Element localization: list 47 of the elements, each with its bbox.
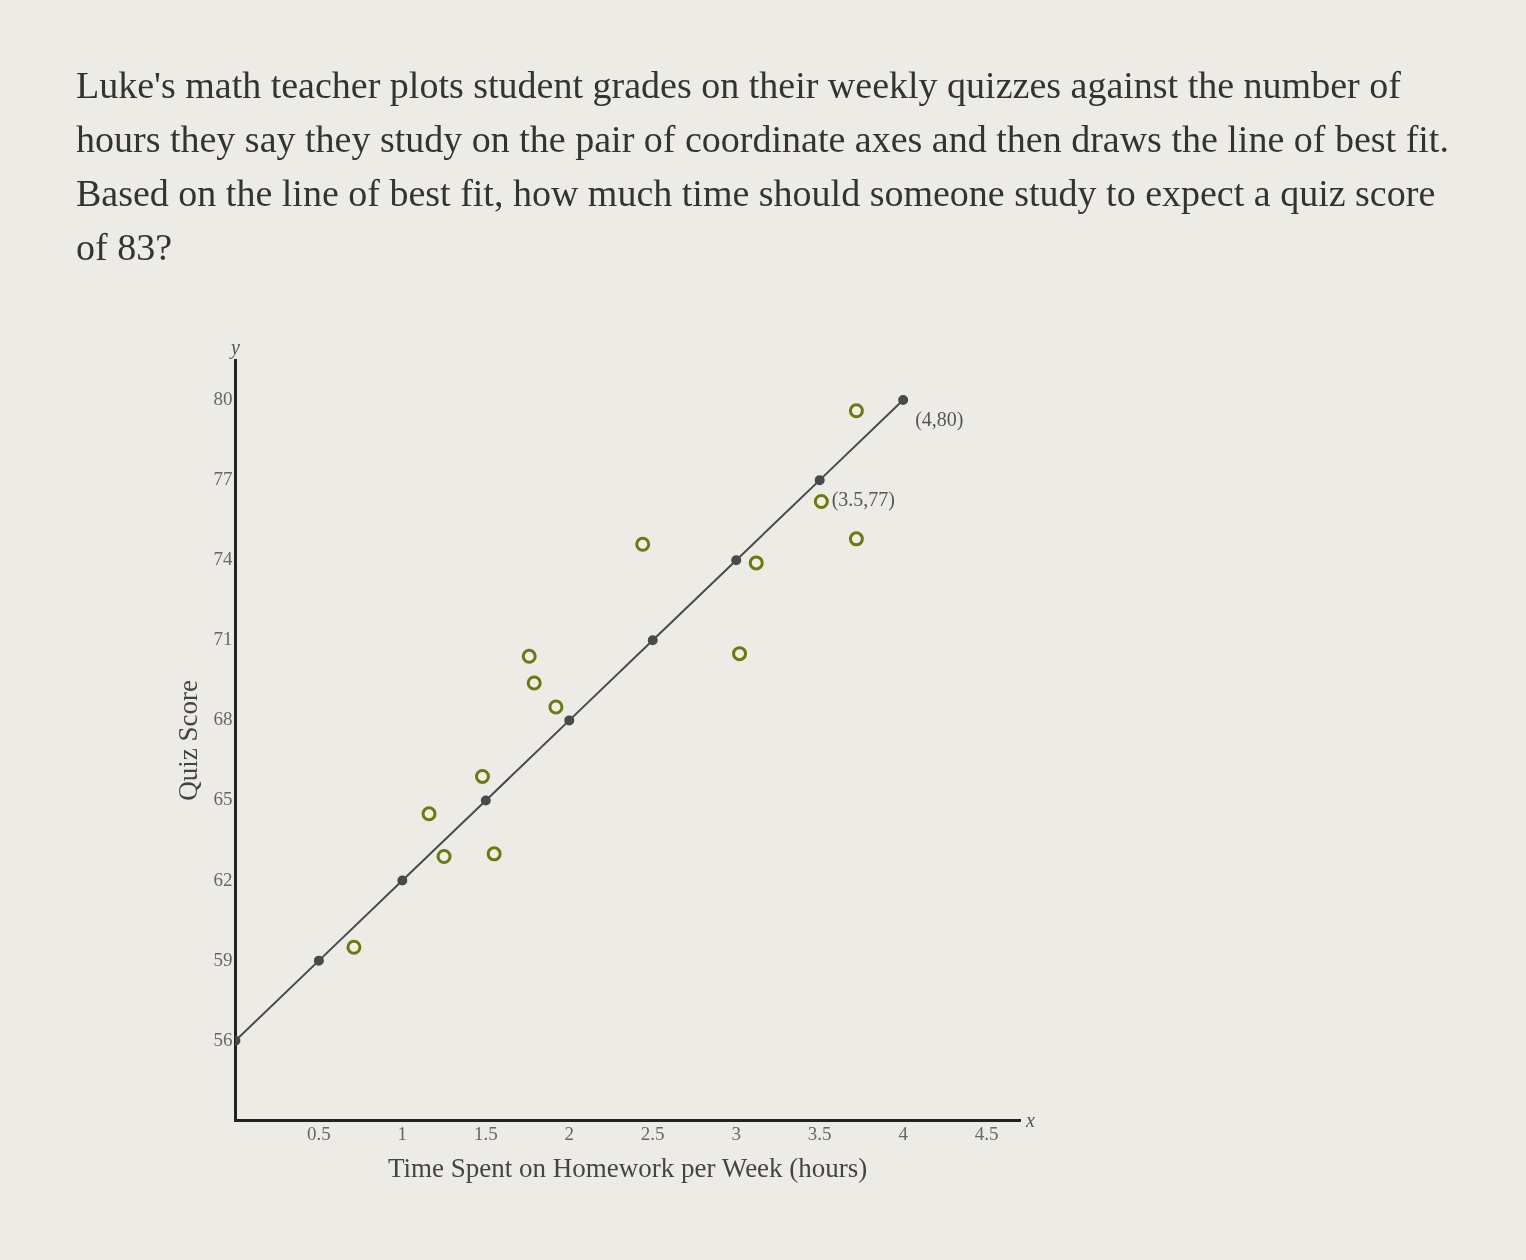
x-tick-label: 3.5: [807, 1123, 832, 1145]
text: x: [1025, 1108, 1035, 1131]
x-tick-label: 4.5: [974, 1123, 999, 1145]
point: [635, 536, 651, 552]
point: [486, 846, 502, 862]
y-tick-label: 65: [213, 788, 233, 810]
point: [548, 699, 564, 715]
annotation: (4,80): [915, 408, 964, 432]
point: [848, 531, 864, 547]
x-axis-title: Time Spent on Homework per Week (hours): [388, 1152, 868, 1183]
point: [521, 648, 537, 664]
point: [732, 646, 748, 662]
annotation: (3.5,77): [831, 488, 895, 512]
point: [848, 403, 864, 419]
y-tick-label: 68: [213, 708, 233, 730]
x-tick-label: 1: [397, 1123, 408, 1145]
point: [397, 875, 408, 886]
x-tick-label: 4: [898, 1123, 909, 1145]
y-tick-label: 80: [213, 388, 233, 410]
point: [814, 475, 825, 486]
y-axis-title: Quiz Score: [173, 680, 204, 801]
y-tick-label: 74: [213, 548, 233, 570]
x-tick-label: 1.5: [473, 1123, 498, 1145]
point: [813, 493, 829, 509]
point: [421, 806, 437, 822]
point: [731, 555, 742, 566]
point: [748, 555, 764, 571]
point: [480, 795, 491, 806]
y-tick-label: 56: [213, 1028, 233, 1050]
x-tick-label: 2.5: [640, 1123, 665, 1145]
point: [647, 635, 658, 646]
y-tick-label: 62: [213, 868, 233, 890]
point: [526, 675, 542, 691]
x-tick-label: 0.5: [306, 1123, 331, 1145]
y-tick-label: 77: [213, 468, 233, 490]
y-tick-label: 59: [213, 948, 233, 970]
point: [564, 715, 575, 726]
x-tick-label: 2: [564, 1123, 575, 1145]
point: [474, 768, 490, 784]
y-tick-label: 71: [213, 628, 233, 650]
point: [898, 395, 909, 406]
text: y: [228, 336, 240, 359]
point: [313, 955, 324, 966]
point: [436, 849, 452, 865]
x-tick-label: 3: [731, 1123, 741, 1145]
point: [346, 939, 362, 955]
chart-title: Luke's math teacher plots student grades on their weekly quizzes against the number of hours they say they study on the pair of coordinate axes and then draws the line of best fit. Based on the line of best fit, how much time should someone study to expect a quiz score of 83?: [76, 63, 1450, 270]
